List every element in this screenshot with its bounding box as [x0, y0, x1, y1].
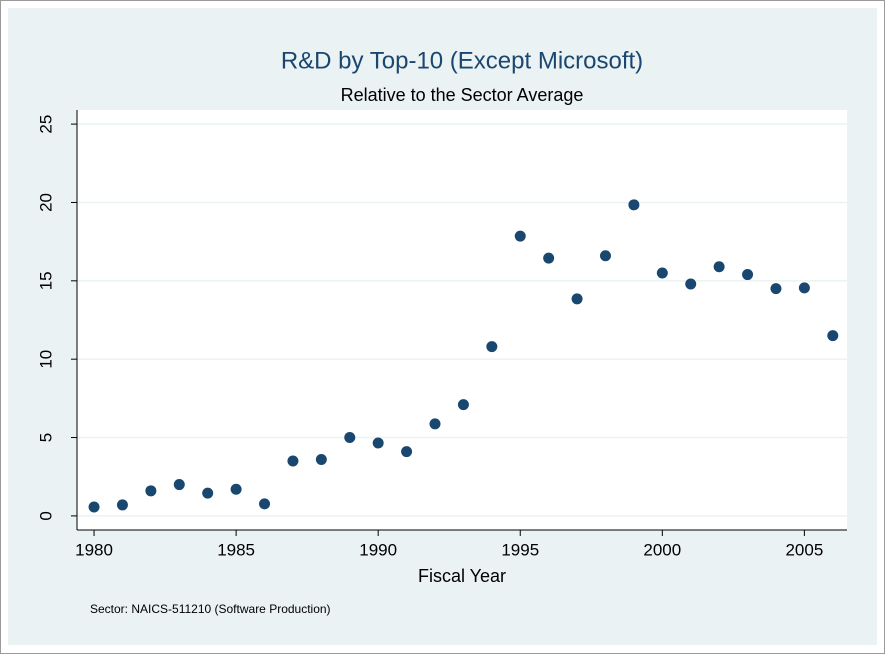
point	[173, 479, 185, 491]
chart-title: R&D by Top-10 (Except Microsoft)	[281, 47, 643, 74]
point	[742, 269, 754, 281]
point	[713, 261, 725, 273]
plot-area	[77, 110, 847, 530]
x-tick-label: 2005	[785, 540, 823, 559]
point	[315, 453, 327, 465]
point	[514, 230, 526, 242]
point	[116, 499, 128, 511]
point	[628, 199, 640, 211]
point	[202, 487, 214, 499]
point	[685, 278, 697, 290]
point	[798, 282, 810, 294]
point	[429, 418, 441, 430]
point	[145, 485, 157, 497]
x-tick-label: 1990	[359, 540, 397, 559]
x-tick-label: 2000	[643, 540, 681, 559]
chart-subtitle: Relative to the Sector Average	[341, 85, 584, 105]
point	[571, 293, 583, 305]
y-tick-label: 15	[36, 271, 55, 290]
point	[599, 250, 611, 262]
y-tick-label: 0	[36, 511, 55, 520]
point	[486, 341, 498, 353]
point	[543, 252, 555, 264]
y-tick-label: 25	[36, 115, 55, 134]
y-tick-label: 20	[36, 193, 55, 212]
note: Sector: NAICS-511210 (Software Productio…	[90, 602, 331, 616]
point	[457, 399, 469, 411]
point	[401, 446, 413, 458]
point	[344, 432, 356, 444]
x-axis-label: Fiscal Year	[418, 566, 506, 586]
y-tick-label: 10	[36, 350, 55, 369]
point	[656, 267, 668, 279]
point	[230, 483, 242, 495]
point	[259, 498, 271, 510]
x-tick-label: 1985	[217, 540, 255, 559]
point	[770, 283, 782, 295]
point	[88, 501, 100, 513]
y-tick-label: 5	[36, 433, 55, 442]
point	[827, 330, 839, 342]
x-tick-label: 1980	[75, 540, 113, 559]
point	[287, 455, 299, 467]
point	[372, 437, 384, 449]
x-tick-label: 1995	[501, 540, 539, 559]
